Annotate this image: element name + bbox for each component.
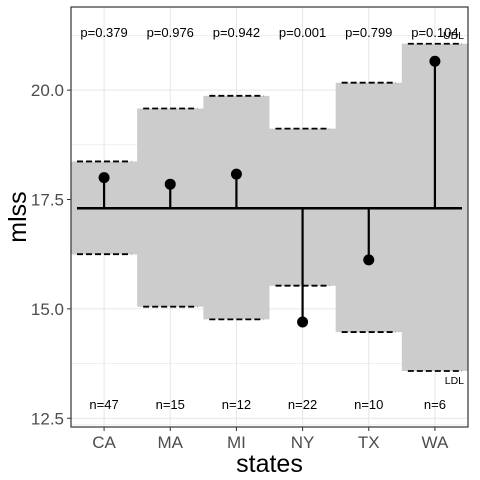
x-tick-label: NY — [291, 433, 315, 452]
sample-size-label: n=22 — [288, 397, 317, 412]
p-value-label: p=0.799 — [345, 25, 392, 40]
panel-border — [70, 6, 469, 428]
y-tick-label: 20.0 — [31, 81, 64, 100]
x-tick-label: CA — [92, 433, 116, 452]
data-point — [429, 55, 441, 67]
x-tick-label: WA — [422, 433, 449, 452]
data-point — [230, 168, 242, 180]
limit-line-layer — [77, 42, 462, 372]
x-tick-label: MA — [158, 433, 184, 452]
ldl-label: LDL — [445, 375, 464, 387]
y-tick-label: 17.5 — [31, 191, 64, 210]
axis-layer: CA MA MI NY TX WA 12.5 15.0 17.5 20.0 — [31, 81, 449, 452]
data-point — [297, 316, 309, 328]
udl-label: UDL — [443, 30, 464, 42]
y-axis-title: mlss — [4, 191, 32, 242]
x-axis-title: states — [236, 450, 303, 478]
sample-size-label: n=15 — [156, 397, 185, 412]
y-tick-label: 15.0 — [31, 300, 64, 319]
p-value-label: p=0.379 — [80, 25, 127, 40]
data-point — [164, 178, 176, 190]
data-point — [363, 254, 375, 266]
p-value-label: p=0.001 — [279, 25, 326, 40]
y-tick-label: 12.5 — [31, 409, 64, 428]
point-layer — [98, 55, 441, 328]
sample-size-label: n=10 — [354, 397, 383, 412]
sample-size-label: n=47 — [89, 397, 118, 412]
x-tick-label: MI — [227, 433, 246, 452]
sample-size-label: n=12 — [222, 397, 251, 412]
sample-size-label: n=6 — [424, 397, 446, 412]
annotation-layer: p=0.379 n=47 p=0.976 n=15 p=0.942 n=12 p=0.001… — [80, 25, 464, 412]
p-value-label: p=0.104 — [411, 25, 458, 40]
p-value-label: p=0.976 — [147, 25, 194, 40]
stem-layer — [102, 61, 437, 322]
x-tick-label: TX — [358, 433, 380, 452]
data-point — [98, 172, 110, 184]
p-value-label: p=0.942 — [213, 25, 260, 40]
